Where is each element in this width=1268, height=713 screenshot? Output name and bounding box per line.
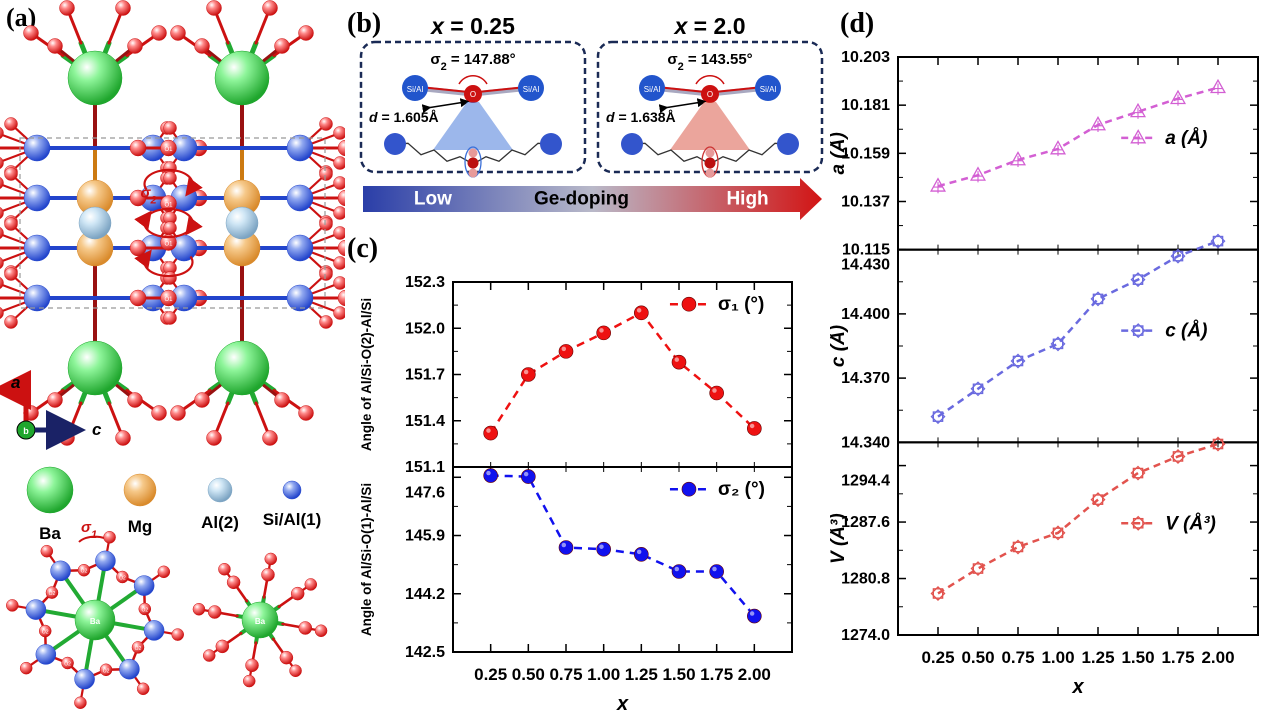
svg-text:10.203: 10.203 — [841, 49, 890, 66]
svg-text:O2: O2 — [141, 607, 148, 613]
svg-text:Ge-doping: Ge-doping — [534, 189, 629, 210]
svg-text:a: a — [11, 373, 20, 392]
svg-text:14.370: 14.370 — [841, 370, 890, 387]
svg-text:c (Å): c (Å) — [830, 325, 849, 367]
svg-text:x = 0.25: x = 0.25 — [429, 13, 515, 39]
svg-text:Angle of Al/Si-O(1)-Al/Si: Angle of Al/Si-O(1)-Al/Si — [359, 483, 374, 636]
svg-text:a (Å): a (Å) — [1165, 128, 1207, 149]
svg-text:0.75: 0.75 — [1001, 648, 1034, 667]
svg-text:1274.0: 1274.0 — [841, 627, 890, 644]
svg-text:1.25: 1.25 — [625, 665, 658, 684]
svg-text:a (Å): a (Å) — [830, 132, 849, 174]
svg-text:1.50: 1.50 — [662, 665, 695, 684]
svg-text:1.75: 1.75 — [1161, 648, 1194, 667]
svg-text:O1: O1 — [164, 147, 173, 153]
svg-text:10.181: 10.181 — [841, 97, 890, 114]
svg-text:O: O — [470, 90, 476, 99]
svg-text:Si/Al: Si/Al — [523, 85, 540, 94]
svg-text:O2: O2 — [64, 662, 71, 668]
svg-text:151.7: 151.7 — [405, 367, 445, 384]
svg-text:1.75: 1.75 — [700, 665, 733, 684]
svg-text:σ2 = 143.55°: σ2 = 143.55° — [667, 51, 752, 73]
svg-text:Si/Al: Si/Al — [407, 85, 424, 94]
svg-text:c (Å): c (Å) — [1165, 321, 1207, 342]
svg-text:(b): (b) — [347, 8, 381, 39]
svg-text:1280.8: 1280.8 — [841, 571, 890, 588]
svg-text:2.00: 2.00 — [738, 665, 771, 684]
svg-text:x = 2.0: x = 2.0 — [673, 13, 746, 39]
svg-text:O2: O2 — [103, 668, 110, 674]
svg-text:14.400: 14.400 — [841, 306, 890, 323]
svg-text:14.430: 14.430 — [841, 257, 890, 274]
svg-text:High: High — [726, 189, 768, 210]
svg-text:Si/Al: Si/Al — [760, 85, 777, 94]
svg-text:Ba: Ba — [90, 617, 101, 626]
svg-text:0.25: 0.25 — [921, 648, 954, 667]
svg-text:151.4: 151.4 — [405, 413, 445, 430]
svg-text:σ2 = 147.88°: σ2 = 147.88° — [430, 51, 515, 73]
svg-text:σ₂ (°): σ₂ (°) — [718, 479, 765, 500]
svg-text:O2: O2 — [119, 575, 126, 581]
svg-text:Ba: Ba — [39, 524, 61, 543]
svg-text:d = 1.638Å: d = 1.638Å — [606, 109, 676, 125]
svg-text:Si/Al: Si/Al — [644, 85, 661, 94]
svg-text:1.25: 1.25 — [1081, 648, 1114, 667]
svg-text:c: c — [92, 420, 102, 439]
svg-text:O1: O1 — [164, 297, 173, 303]
svg-text:x: x — [1071, 676, 1084, 698]
svg-text:Angle of Al/Si-O(2)-Al/Si: Angle of Al/Si-O(2)-Al/Si — [359, 298, 374, 451]
svg-text:144.2: 144.2 — [405, 586, 445, 603]
svg-text:O1: O1 — [164, 242, 173, 248]
svg-text:151.1: 151.1 — [405, 459, 445, 476]
svg-text:Mg: Mg — [128, 517, 153, 536]
svg-text:(d): (d) — [840, 8, 874, 39]
svg-text:147.6: 147.6 — [405, 484, 445, 501]
svg-text:2.00: 2.00 — [1201, 648, 1234, 667]
svg-text:O2: O2 — [42, 630, 49, 636]
svg-text:1294.4: 1294.4 — [841, 473, 890, 490]
svg-text:x: x — [616, 693, 629, 713]
svg-text:V (Å³): V (Å³) — [1165, 513, 1216, 534]
svg-text:152.0: 152.0 — [405, 320, 445, 337]
svg-text:Si/Al(1): Si/Al(1) — [263, 510, 322, 529]
svg-text:Ba: Ba — [255, 617, 266, 626]
svg-text:1.00: 1.00 — [587, 665, 620, 684]
svg-text:142.5: 142.5 — [405, 644, 445, 661]
svg-text:0.75: 0.75 — [549, 665, 582, 684]
svg-text:Low: Low — [414, 189, 452, 210]
svg-text:O2: O2 — [135, 646, 142, 652]
svg-text:V (Å³): V (Å³) — [830, 513, 849, 564]
svg-text:O1: O1 — [164, 203, 173, 209]
svg-text:0.25: 0.25 — [474, 665, 507, 684]
svg-text:σ₁ (°): σ₁ (°) — [718, 294, 764, 315]
svg-text:145.9: 145.9 — [405, 528, 445, 545]
svg-text:0.50: 0.50 — [961, 648, 994, 667]
svg-text:O2: O2 — [81, 569, 88, 575]
svg-text:d = 1.605Å: d = 1.605Å — [369, 109, 439, 125]
svg-text:Al(2): Al(2) — [201, 513, 239, 532]
svg-text:O2: O2 — [49, 591, 56, 597]
svg-text:10.137: 10.137 — [841, 194, 890, 211]
svg-text:0.50: 0.50 — [512, 665, 545, 684]
svg-text:b: b — [23, 426, 29, 436]
svg-text:1.50: 1.50 — [1121, 648, 1154, 667]
svg-text:(c): (c) — [347, 233, 378, 264]
svg-text:1.00: 1.00 — [1041, 648, 1074, 667]
svg-text:152.3: 152.3 — [405, 274, 445, 291]
svg-text:14.340: 14.340 — [841, 434, 890, 451]
svg-text:O: O — [707, 90, 713, 99]
